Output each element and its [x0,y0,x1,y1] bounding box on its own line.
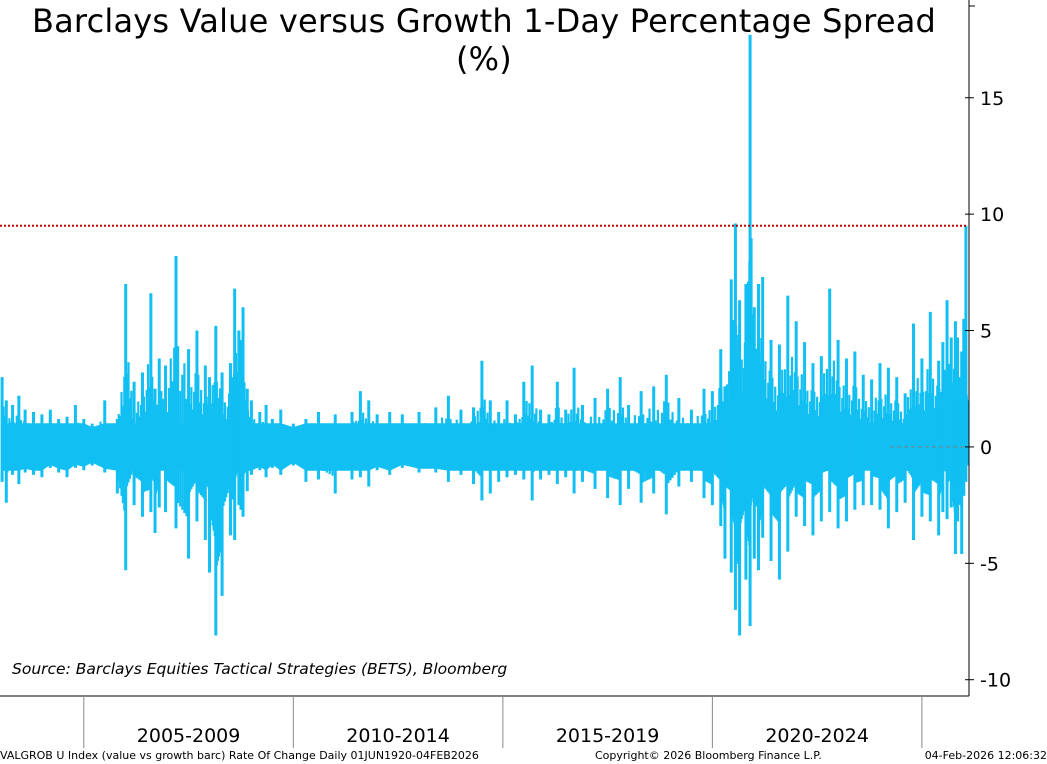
y-tick-label: -10 [980,670,1011,692]
y-tick-label: 10 [980,204,1004,226]
x-tick-label: 2005-2009 [137,725,241,747]
y-tick-label: -5 [980,553,999,575]
chart-title: Barclays Value versus Growth 1-Day Perce… [31,2,937,78]
footer-ticker: VALGROB U Index (value vs growth barc) R… [0,749,479,762]
y-tick-label: 5 [980,321,992,343]
source-note: Source: Barclays Equities Tactical Strat… [12,660,508,678]
footer-copyright: Copyright© 2026 Bloomberg Finance L.P. [595,749,822,762]
y-tick-label: 15 [980,88,1004,110]
x-tick-label: 2010-2014 [346,725,450,747]
x-tick-label: 2020-2024 [765,725,869,747]
series-layer [0,34,969,636]
x-tick-label: 2015-2019 [556,725,660,747]
y-tick-label: 0 [980,437,992,459]
footer-timestamp: 04-Feb-2026 12:06:32 [924,749,1047,762]
